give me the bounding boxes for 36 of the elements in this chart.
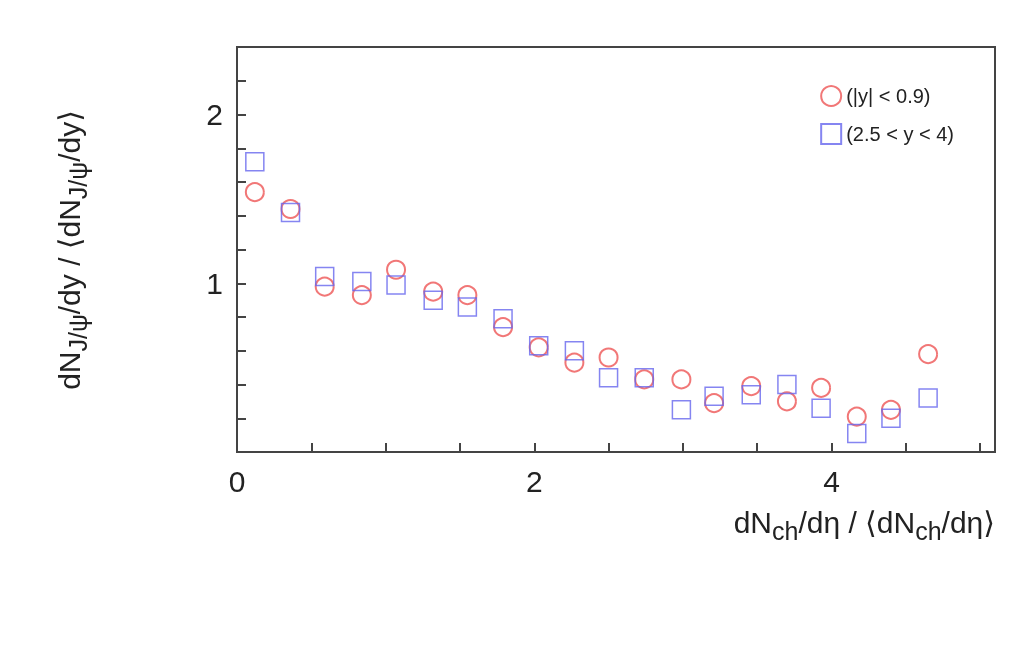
point [671, 400, 692, 420]
x-tick-label: 4 [823, 464, 840, 498]
point [564, 341, 585, 361]
point [847, 423, 867, 444]
point [918, 344, 939, 365]
x-tick-label: 0 [228, 464, 246, 498]
point [598, 368, 619, 388]
point [457, 297, 478, 317]
point [244, 182, 265, 203]
point [671, 369, 692, 390]
legend-label: (2.5 < y < 4) [846, 123, 955, 145]
point [776, 391, 797, 412]
point [351, 285, 372, 306]
point [846, 406, 867, 427]
point [704, 386, 724, 407]
point [777, 374, 797, 395]
point [423, 290, 443, 310]
point [493, 317, 514, 338]
y-tick-label: 1 [206, 266, 223, 300]
point [741, 384, 761, 405]
point [598, 347, 619, 368]
point [314, 276, 335, 297]
point [352, 271, 372, 292]
point [881, 408, 901, 428]
point [314, 266, 335, 287]
point [493, 308, 513, 329]
legend-label: (|y| < 0.9) [846, 85, 931, 107]
point [811, 377, 832, 398]
point [811, 398, 831, 418]
point [741, 376, 762, 397]
x-axis-title: dN$_{ch}$/dη / ⟨dN$_{ch}$/dη⟩ [733, 505, 995, 546]
point [386, 275, 406, 295]
point [918, 388, 938, 408]
x-tick-label: 2 [525, 464, 543, 498]
point [880, 399, 901, 420]
point [245, 152, 265, 172]
